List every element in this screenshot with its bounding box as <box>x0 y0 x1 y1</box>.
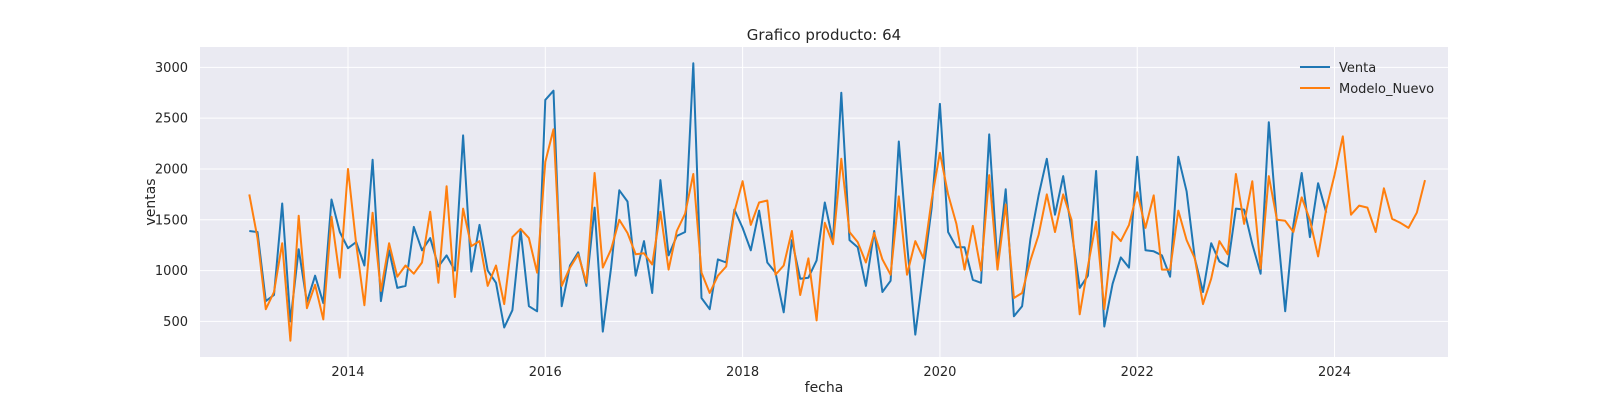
x-tick-label: 2014 <box>331 365 364 380</box>
y-tick-labels: 500 1000 1500 2000 2500 3000 <box>155 61 188 330</box>
x-tick-labels: 2014 2016 2018 2020 2022 2024 <box>331 365 1351 380</box>
y-tick-label: 3000 <box>155 61 188 76</box>
x-tick-label: 2024 <box>1318 365 1351 380</box>
y-tick-label: 1500 <box>155 213 188 228</box>
x-tick-label: 2020 <box>923 365 956 380</box>
y-tick-label: 500 <box>163 315 188 330</box>
series-line-venta <box>249 62 1328 336</box>
y-tick-label: 2000 <box>155 162 188 177</box>
legend-label-modelo-nuevo: Modelo_Nuevo <box>1339 82 1434 97</box>
x-axis-label: fecha <box>805 380 844 396</box>
x-tick-label: 2022 <box>1121 365 1154 380</box>
series-lines <box>248 62 1426 342</box>
x-tick-label: 2016 <box>529 365 562 380</box>
chart-title: Grafico producto: 64 <box>747 26 901 44</box>
y-tick-label: 2500 <box>155 112 188 127</box>
series-line-modelo-nuevo <box>248 128 1426 342</box>
legend: Venta Modelo_Nuevo <box>1300 61 1434 97</box>
x-tick-label: 2018 <box>726 365 759 380</box>
y-axis-label: ventas <box>143 178 159 225</box>
y-tick-label: 1000 <box>155 264 188 279</box>
legend-label-venta: Venta <box>1339 61 1376 76</box>
